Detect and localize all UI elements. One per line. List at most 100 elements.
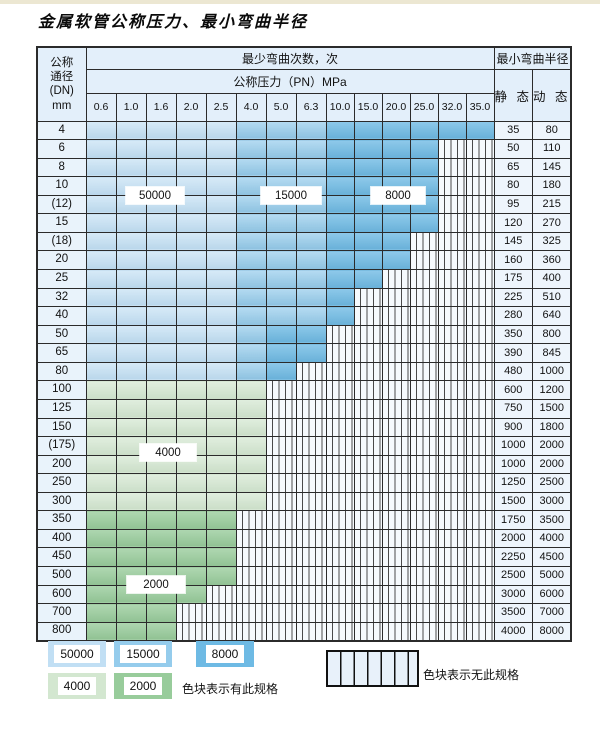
static-value: 95: [493, 194, 533, 215]
zone-label: 50000: [126, 187, 184, 204]
dn-column-header: 公称 通径 (DN) mm: [36, 46, 87, 122]
no-spec-cell: [409, 380, 439, 400]
no-spec-cell: [437, 269, 467, 289]
no-spec-cell: [205, 603, 237, 623]
no-spec-cell: [409, 269, 439, 289]
spec-cell: [85, 139, 117, 159]
no-spec-cell: [409, 324, 439, 345]
dynamic-value: 510: [531, 287, 572, 308]
spec-cell: [175, 269, 207, 289]
no-spec-cell: [325, 491, 355, 512]
no-spec-cell: [409, 510, 439, 530]
no-spec-cell: [235, 547, 267, 567]
static-value: 480: [493, 361, 533, 382]
no-spec-cell: [325, 436, 355, 456]
no-spec-cell: [437, 566, 467, 586]
no-spec-cell: [381, 287, 411, 308]
no-spec-cell: [295, 510, 327, 530]
dn-cell: 4: [36, 120, 87, 141]
spec-cell: [235, 436, 267, 456]
no-spec-cell: [295, 380, 327, 400]
no-spec-cell: [381, 269, 411, 289]
table-row: 150 900 1800: [36, 417, 572, 438]
spec-cell: [115, 398, 147, 419]
dynamic-value: 640: [531, 306, 572, 326]
no-spec-cell: [325, 361, 355, 382]
spec-cell: [265, 157, 297, 178]
table-row: 300 1500 3000: [36, 491, 572, 512]
spec-cell: [235, 398, 267, 419]
spec-cell: [205, 139, 237, 159]
dn-cell: 6: [36, 139, 87, 159]
legend-swatch-value: 4000: [57, 677, 97, 695]
no-spec-cell: [465, 398, 495, 419]
spec-cell: [205, 398, 237, 419]
table-row: (18) 145 325: [36, 231, 572, 252]
static-value: 900: [493, 417, 533, 438]
no-spec-cell: [353, 361, 383, 382]
dn-cell: 65: [36, 343, 87, 363]
spec-cell: [175, 231, 207, 252]
dynamic-value: 325: [531, 231, 572, 252]
no-spec-cell: [353, 343, 383, 363]
spec-cell: [205, 157, 237, 178]
spec-cell: [265, 361, 297, 382]
spec-cell: [295, 157, 327, 178]
spec-cell: [115, 361, 147, 382]
spec-cell: [85, 176, 117, 196]
no-spec-cell: [295, 584, 327, 605]
spec-cell: [353, 139, 383, 159]
no-spec-cell: [295, 491, 327, 512]
no-spec-cell: [465, 436, 495, 456]
no-spec-cell: [437, 547, 467, 567]
no-spec-cell: [381, 603, 411, 623]
dynamic-value: 7000: [531, 603, 572, 623]
dynamic-value: 6000: [531, 584, 572, 605]
table-row: 40 280 640: [36, 306, 572, 326]
spec-cell: [353, 213, 383, 233]
no-spec-cell: [353, 380, 383, 400]
spec-cell: [353, 157, 383, 178]
spec-cell: [265, 213, 297, 233]
spec-cell: [265, 287, 297, 308]
spec-cell: [205, 231, 237, 252]
spec-cell: [381, 139, 411, 159]
header-row-3: 0.6 1.0 1.6 2.0 2.5 4.0 5.0 6.3 10.0 15.0 20.0 25.0…: [37, 92, 571, 122]
table-row: 500 2500 5000: [36, 566, 572, 586]
dynamic-value: 3500: [531, 510, 572, 530]
no-spec-cell: [175, 621, 207, 642]
spec-cell: [325, 287, 355, 308]
spec-cell: [235, 269, 267, 289]
spec-cell: [175, 324, 207, 345]
static-value: 50: [493, 139, 533, 159]
no-spec-cell: [465, 584, 495, 605]
dynamic-value: 5000: [531, 566, 572, 586]
spec-cell: [325, 120, 355, 141]
static-value: 225: [493, 287, 533, 308]
no-spec-cell: [409, 231, 439, 252]
no-spec-cell: [437, 454, 467, 475]
no-spec-cell: [265, 454, 297, 475]
static-value: 3000: [493, 584, 533, 605]
spec-cell: [145, 398, 177, 419]
spec-cell: [235, 491, 267, 512]
no-spec-cell: [295, 473, 327, 493]
no-spec-cell: [353, 436, 383, 456]
spec-cell: [295, 250, 327, 270]
spec-cell: [235, 324, 267, 345]
spec-cell: [205, 528, 237, 549]
pressure-value-header: 25.0: [409, 92, 439, 122]
dynamic-value: 2000: [531, 454, 572, 475]
spec-cell: [85, 213, 117, 233]
no-spec-cell: [465, 528, 495, 549]
radius-header: 最小弯曲半径: [493, 46, 572, 70]
spec-cell: [85, 269, 117, 289]
spec-cell: [235, 157, 267, 178]
spec-cell: [325, 306, 355, 326]
dynamic-value: 145: [531, 157, 572, 178]
no-spec-cell: [409, 584, 439, 605]
spec-cell: [235, 139, 267, 159]
no-spec-cell: [353, 491, 383, 512]
static-value: 3500: [493, 603, 533, 623]
spec-cell: [353, 120, 383, 141]
